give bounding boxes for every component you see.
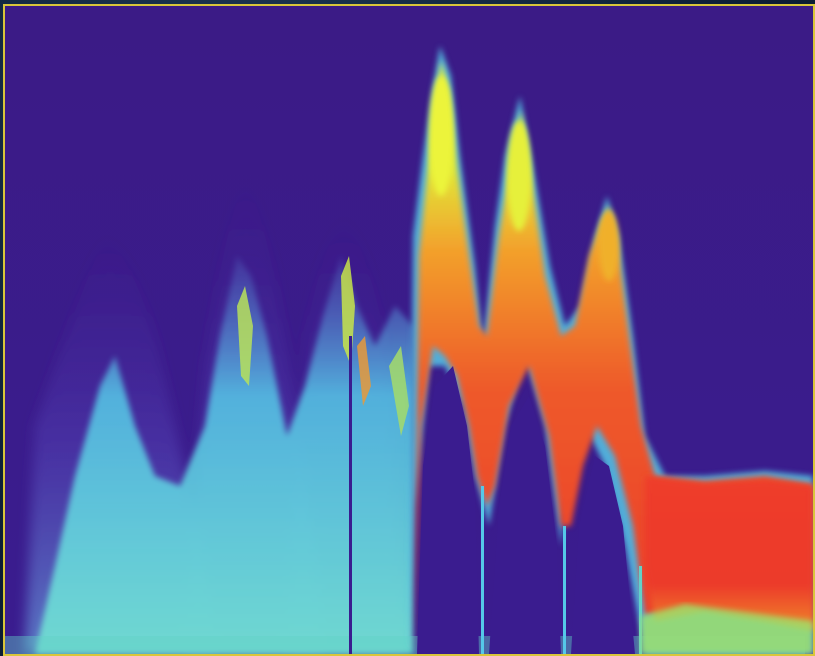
waveform-image-panel [3,4,815,656]
cyan-signal-mass [35,256,413,654]
tail-base-band [641,604,813,654]
vertical-streak [349,336,352,654]
yellow-hotspots [429,76,619,281]
peak-gaps [417,366,635,654]
false-color-waveform-graphic [5,6,813,654]
cyan-streaks [481,486,642,654]
red-tail-region [645,476,813,631]
